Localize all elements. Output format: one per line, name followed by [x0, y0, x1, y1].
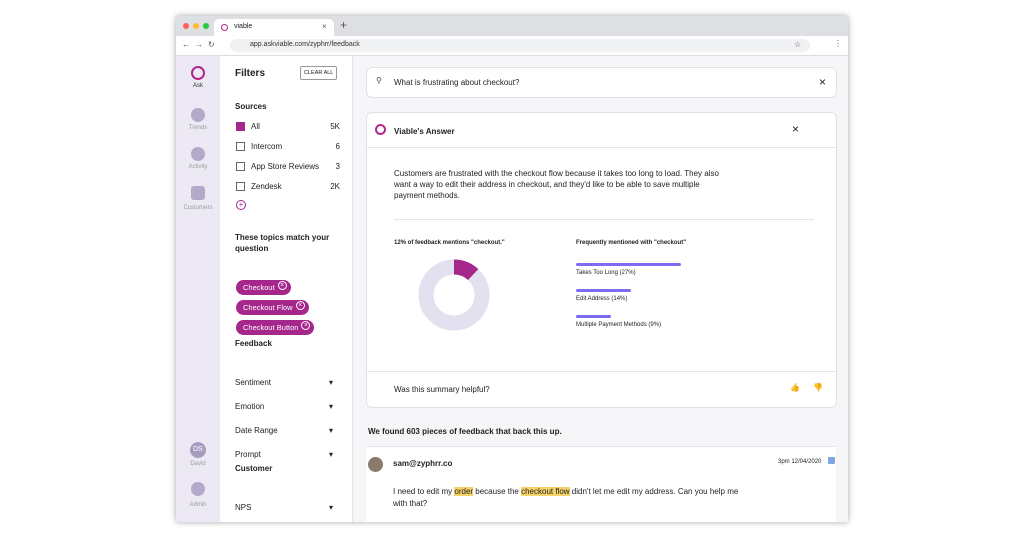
- close-answer[interactable]: ×: [792, 122, 800, 136]
- dropdown[interactable]: Emotion: [235, 402, 335, 411]
- checkbox[interactable]: [236, 182, 245, 191]
- tab-bar: viable × +: [176, 16, 848, 36]
- donut-segment: [453, 259, 479, 281]
- source-icon: [828, 457, 835, 464]
- topic-chip[interactable]: Checkout Button: [236, 320, 315, 335]
- source-name: Zendesk: [251, 182, 282, 191]
- highlight: checkout flow: [521, 487, 570, 496]
- section-title: Customer: [235, 464, 273, 473]
- feedback-text: I need to edit my order because the chec…: [393, 486, 753, 510]
- helpful-question: Was this summary helpful?: [394, 385, 490, 394]
- search-box[interactable]: ⚲ What is frustrating about checkout? ×: [366, 67, 837, 98]
- tab-title: viable: [234, 23, 253, 30]
- min-dot[interactable]: [193, 23, 199, 29]
- bar: [576, 263, 682, 266]
- bar: [576, 315, 612, 318]
- url-field[interactable]: app.askviable.com/zyphrr/feedback: [230, 39, 810, 52]
- customers-icon[interactable]: [191, 186, 205, 200]
- dropdown[interactable]: NPS: [235, 503, 335, 512]
- section-title: Feedback: [235, 339, 272, 348]
- source-name: Intercom: [251, 142, 283, 151]
- results-summary: We found 603 pieces of feedback that bac…: [368, 427, 562, 436]
- topic-chip[interactable]: Checkout: [236, 280, 291, 295]
- bookmark[interactable]: ☆: [794, 40, 802, 49]
- checkbox[interactable]: [236, 162, 245, 171]
- checkbox[interactable]: [236, 122, 245, 131]
- source-name: All: [251, 122, 260, 131]
- url: app.askviable.com/zyphrr/feedback: [250, 41, 360, 48]
- filter-panel: Filters CLEAR ALL Sources All 5K Intercom 6…: [220, 56, 353, 522]
- activity-icon[interactable]: [191, 147, 205, 161]
- bar-label: Edit Address (14%): [576, 296, 628, 302]
- text-span: didn't let me edit my address. Can you h…: [393, 487, 739, 508]
- donut: [418, 259, 490, 331]
- bar-label: Takes Too Long (27%): [576, 270, 636, 276]
- favicon: [221, 24, 228, 31]
- nav-item[interactable]: Activity: [188, 164, 208, 170]
- nav-buttons[interactable]: ←→↻: [182, 40, 220, 49]
- answer-title: Viable's Answer: [394, 127, 455, 136]
- nav-item[interactable]: Trends: [188, 125, 208, 131]
- section-title: Sources: [235, 102, 267, 111]
- date: 3pm 12/04/2020: [778, 459, 822, 465]
- add-source[interactable]: +: [236, 200, 246, 210]
- ask-icon[interactable]: [191, 66, 205, 80]
- admin-icon[interactable]: [191, 482, 205, 496]
- clear-all[interactable]: CLEAR ALL: [300, 66, 338, 80]
- filters-title: Filters: [235, 68, 266, 79]
- thumbs-down[interactable]: 👎: [813, 383, 823, 392]
- tab-close[interactable]: ×: [322, 22, 327, 31]
- section-title: These topics match your question: [235, 233, 330, 253]
- dropdown[interactable]: Sentiment: [235, 378, 335, 387]
- tab[interactable]: viable ×: [214, 19, 334, 36]
- menu[interactable]: ⋮: [834, 39, 842, 48]
- topic-chip[interactable]: Checkout Flow: [236, 300, 309, 315]
- dropdown[interactable]: Prompt: [235, 450, 335, 459]
- nav-item[interactable]: Customers: [183, 205, 213, 211]
- search-icon: ⚲: [376, 76, 382, 85]
- browser-window: viable × + ←→↻ app.askviable.com/zyphrr/…: [176, 16, 848, 522]
- user-name: David: [190, 461, 206, 467]
- bar-label: Multiple Payment Methods (9%): [576, 322, 662, 328]
- trends-icon[interactable]: [191, 108, 205, 122]
- source-name: App Store Reviews: [251, 162, 320, 171]
- bar: [576, 289, 631, 292]
- viable-icon: [375, 124, 386, 135]
- text-span: because the: [473, 487, 522, 496]
- text-span: I need to edit my: [393, 487, 455, 496]
- divider: [367, 147, 836, 148]
- dropdown[interactable]: Date Range: [235, 426, 335, 435]
- max-dot[interactable]: [203, 23, 209, 29]
- avatar[interactable]: DS: [190, 442, 206, 458]
- nav-item[interactable]: Admin: [189, 502, 207, 508]
- frequent-title: Frequently mentioned with "checkout": [576, 240, 687, 246]
- thumbs-up[interactable]: 👍: [790, 383, 800, 392]
- avatar: [368, 457, 383, 472]
- search-query: What is frustrating about checkout?: [394, 78, 520, 87]
- source-count: 3: [335, 162, 340, 171]
- feedback-item: sam@zyphrr.co 3pm 12/04/2020 I need to e…: [366, 446, 836, 522]
- clear-search[interactable]: ×: [819, 75, 827, 89]
- divider: [394, 219, 814, 220]
- nav-item[interactable]: Ask: [192, 83, 203, 89]
- nav-rail: Ask Trends Activity Customers DS David A…: [176, 56, 220, 522]
- source-count: 5K: [330, 122, 340, 131]
- source-count: 2K: [330, 182, 340, 191]
- address-bar: ←→↻ app.askviable.com/zyphrr/feedback ☆ …: [176, 36, 848, 56]
- checkbox[interactable]: [236, 142, 245, 151]
- answer-card: Viable's Answer × Customers are frustrat…: [366, 112, 837, 408]
- divider: [367, 371, 836, 372]
- answer-text: Customers are frustrated with the checko…: [394, 169, 719, 200]
- email: sam@zyphrr.co: [393, 459, 453, 468]
- new-tab[interactable]: +: [340, 18, 348, 32]
- donut-track: [418, 259, 490, 331]
- highlight: order: [454, 487, 474, 496]
- source-count: 6: [335, 142, 340, 151]
- donut-caption: 12% of feedback mentions "checkout.": [394, 240, 505, 246]
- close-dot[interactable]: [183, 23, 189, 29]
